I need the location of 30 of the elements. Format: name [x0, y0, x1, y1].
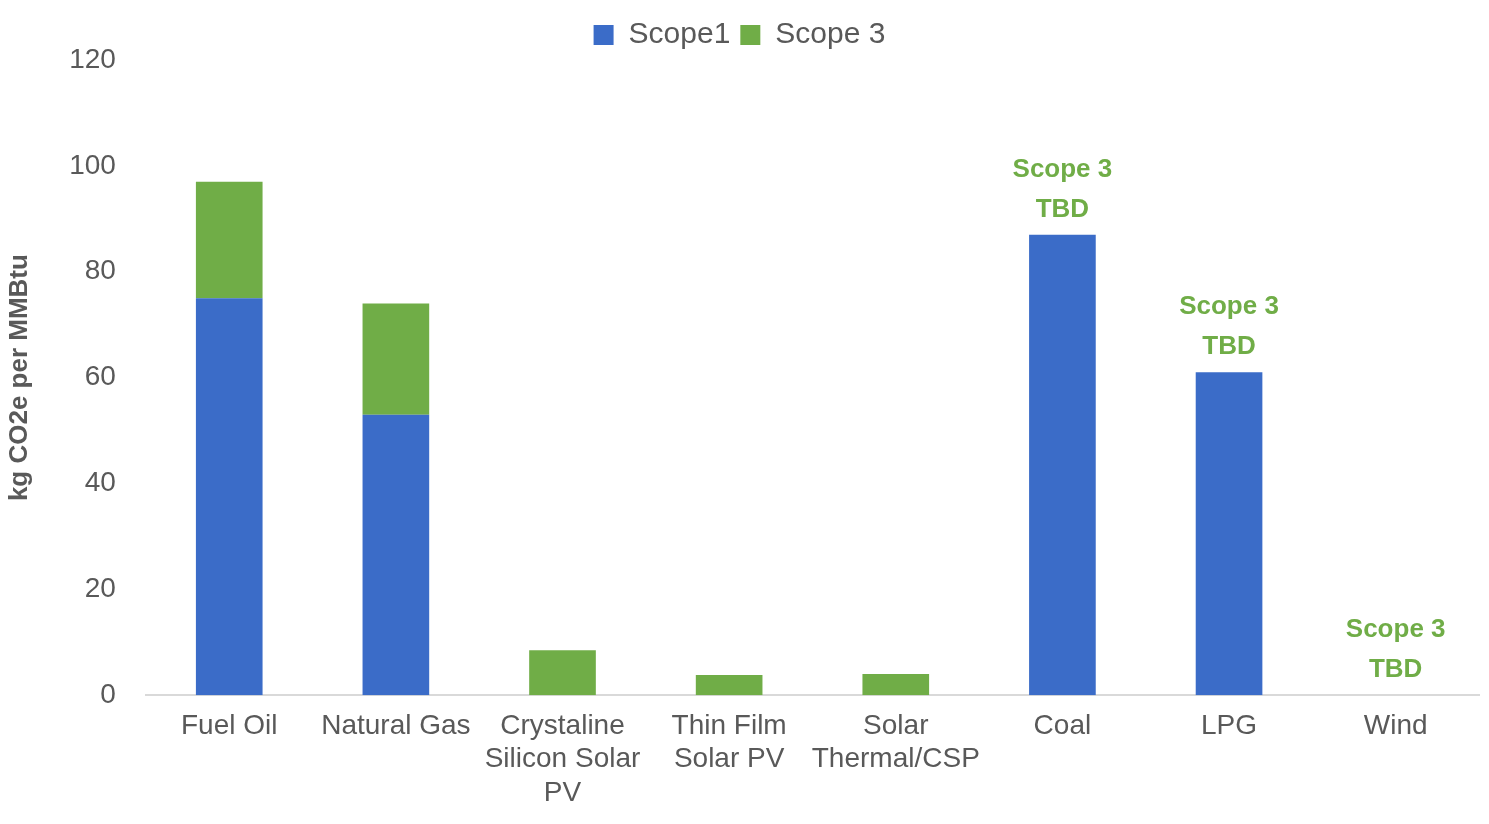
x-tick-label: Crystaline Silicon Solar PV: [484, 708, 641, 807]
bar: [362, 414, 430, 696]
y-tick-label: 80: [84, 254, 116, 286]
y-tick-label: 100: [69, 148, 116, 180]
x-tick-label: Solar Thermal/CSP: [811, 708, 980, 774]
bar: [695, 675, 763, 696]
bar: [1195, 372, 1263, 696]
x-tick-label: Thin Film Solar PV: [671, 708, 787, 774]
x-tick-label: Natural Gas: [321, 708, 471, 740]
annotation: Scope 3 TBD: [1012, 152, 1113, 223]
y-axis-title: kg CO2e per MMBtu: [2, 254, 33, 502]
x-tick-label: LPG: [1201, 708, 1258, 740]
x-tick-label: Wind: [1363, 708, 1428, 740]
bar: [529, 650, 596, 696]
bar: [195, 181, 263, 299]
bar: [1029, 234, 1096, 696]
y-tick-label: 0: [100, 677, 116, 709]
bar: [362, 303, 430, 415]
x-tick-label: Fuel Oil: [181, 708, 278, 740]
annotation: Scope 3 TBD: [1179, 290, 1279, 361]
legend-label: Scope1: [628, 16, 731, 50]
bar: [862, 674, 930, 696]
annotation: Scope 3 TBD: [1345, 613, 1446, 684]
y-tick-label: 20: [84, 572, 116, 604]
y-tick-label: 120: [69, 42, 116, 74]
y-tick-label: 40: [84, 466, 116, 498]
y-tick-label: 60: [84, 360, 116, 392]
legend-label: Scope 3: [775, 16, 886, 50]
x-tick-label: Coal: [1033, 708, 1092, 740]
bar: [195, 298, 263, 696]
